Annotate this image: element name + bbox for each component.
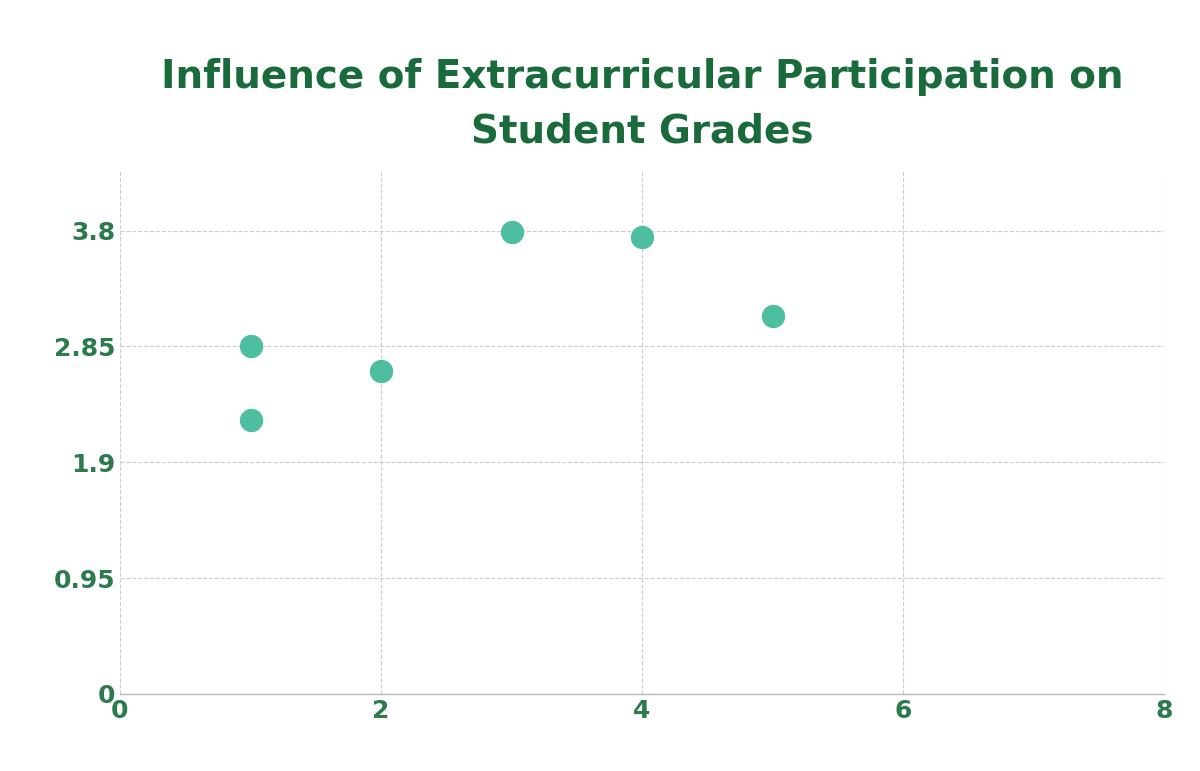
- Point: [372, 365, 391, 377]
- Point: [241, 413, 260, 426]
- Text: Student Grades: Student Grades: [470, 112, 814, 150]
- Point: [241, 340, 260, 352]
- Point: [502, 226, 521, 238]
- Text: Influence of Extracurricular Participation on: Influence of Extracurricular Participati…: [161, 58, 1123, 96]
- Point: [632, 231, 652, 243]
- Point: [763, 310, 782, 322]
